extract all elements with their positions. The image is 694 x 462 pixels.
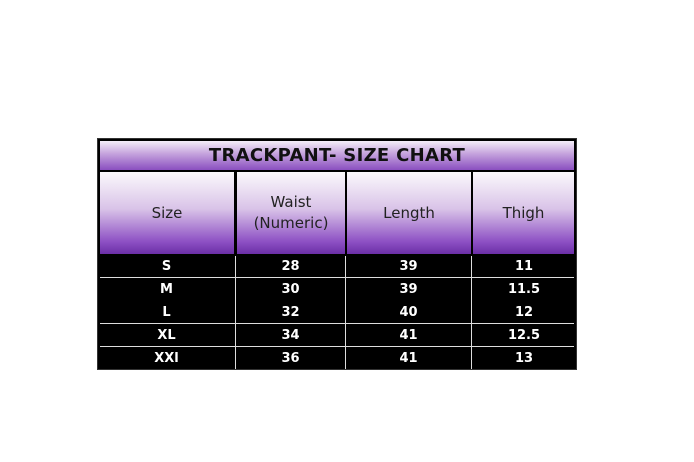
table-cell: 34 — [281, 328, 300, 343]
table-cell: 36 — [281, 351, 300, 366]
column-divider — [471, 256, 472, 369]
column-divider — [235, 256, 236, 369]
table-row: XXl 36 41 13 — [98, 347, 576, 370]
table-row: L 32 40 12 — [98, 301, 576, 324]
header-size: Size — [100, 172, 234, 254]
table-cell: S — [161, 259, 172, 274]
header-waist-line1: Waist — [270, 193, 312, 211]
table-cell: 28 — [281, 259, 300, 274]
table-cell: 12 — [514, 305, 534, 320]
table-cell: 30 — [281, 282, 300, 297]
row-divider — [100, 323, 574, 324]
size-chart-table: TRACKPANT- SIZE CHART Size Waist (Numeric… — [97, 138, 577, 370]
table-cell: M — [160, 282, 173, 297]
row-divider — [100, 346, 574, 347]
table-cell: L — [162, 305, 171, 320]
table-cell: 32 — [281, 305, 300, 320]
table-cell: 41 — [399, 328, 418, 343]
table-cell: 41 — [399, 351, 418, 366]
table-cell: XXl — [154, 351, 179, 366]
table-cell: 39 — [399, 259, 418, 274]
header-waist: Waist (Numeric) — [237, 172, 345, 254]
table-row: XL 34 41 12.5 — [98, 324, 576, 347]
table-cell: 11 — [514, 259, 534, 274]
table-cell: 39 — [399, 282, 418, 297]
table-cell: 40 — [399, 305, 418, 320]
table-cell: 12.5 — [507, 328, 541, 343]
chart-title: TRACKPANT- SIZE CHART — [100, 141, 574, 170]
column-divider — [345, 256, 346, 369]
table-row: S 28 39 11 — [98, 255, 576, 278]
table-row: M 30 39 11.5 — [98, 278, 576, 301]
header-waist-line2: (Numeric) — [253, 214, 329, 232]
header-thigh: Thigh — [473, 172, 574, 254]
table-cell: 11.5 — [507, 282, 541, 297]
table-cell: XL — [157, 328, 176, 343]
table-cell: 13 — [514, 351, 534, 366]
header-length: Length — [347, 172, 471, 254]
row-divider — [100, 277, 574, 278]
